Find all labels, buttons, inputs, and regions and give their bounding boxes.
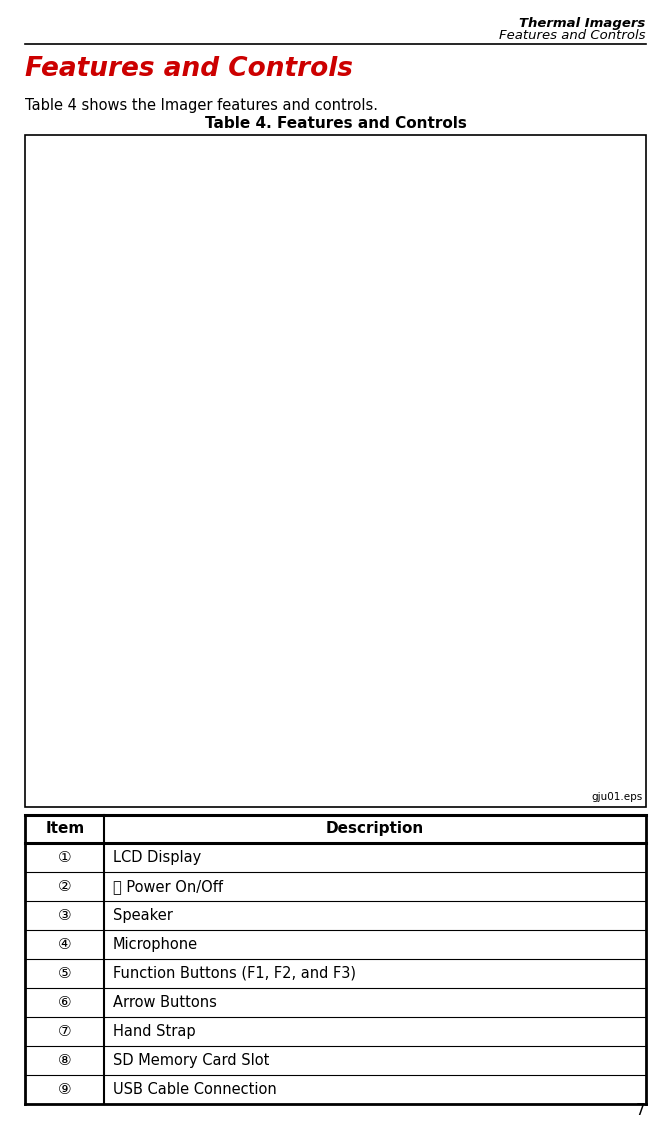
Text: Table 4. Features and Controls: Table 4. Features and Controls <box>205 116 466 131</box>
Text: gju01.eps: gju01.eps <box>591 791 642 802</box>
Text: ⑤: ⑤ <box>58 966 72 981</box>
Text: Arrow Buttons: Arrow Buttons <box>113 995 217 1010</box>
Text: ③: ③ <box>58 908 72 922</box>
Text: Features and Controls: Features and Controls <box>25 56 354 82</box>
Text: ④: ④ <box>58 937 72 952</box>
Text: Ⓘ Power On/Off: Ⓘ Power On/Off <box>113 878 223 894</box>
Text: Function Buttons (F1, F2, and F3): Function Buttons (F1, F2, and F3) <box>113 966 356 981</box>
Text: Table 4 shows the Imager features and controls.: Table 4 shows the Imager features and co… <box>25 98 378 113</box>
Text: Microphone: Microphone <box>113 937 198 952</box>
Text: USB Cable Connection: USB Cable Connection <box>113 1082 276 1097</box>
Text: Hand Strap: Hand Strap <box>113 1024 195 1039</box>
Text: ②: ② <box>58 878 72 894</box>
Text: Speaker: Speaker <box>113 908 172 922</box>
Text: Features and Controls: Features and Controls <box>499 29 646 43</box>
Text: ⑦: ⑦ <box>58 1024 72 1039</box>
Text: ⑥: ⑥ <box>58 995 72 1010</box>
Text: SD Memory Card Slot: SD Memory Card Slot <box>113 1053 269 1068</box>
Text: 7: 7 <box>636 1103 646 1118</box>
Text: ①: ① <box>58 850 72 865</box>
Text: Thermal Imagers: Thermal Imagers <box>519 17 646 30</box>
Text: ⑧: ⑧ <box>58 1053 72 1068</box>
Bar <box>25 135 646 807</box>
Text: LCD Display: LCD Display <box>113 850 201 865</box>
Text: Item: Item <box>45 822 85 837</box>
Text: ⑨: ⑨ <box>58 1082 72 1097</box>
Text: Description: Description <box>325 822 424 837</box>
